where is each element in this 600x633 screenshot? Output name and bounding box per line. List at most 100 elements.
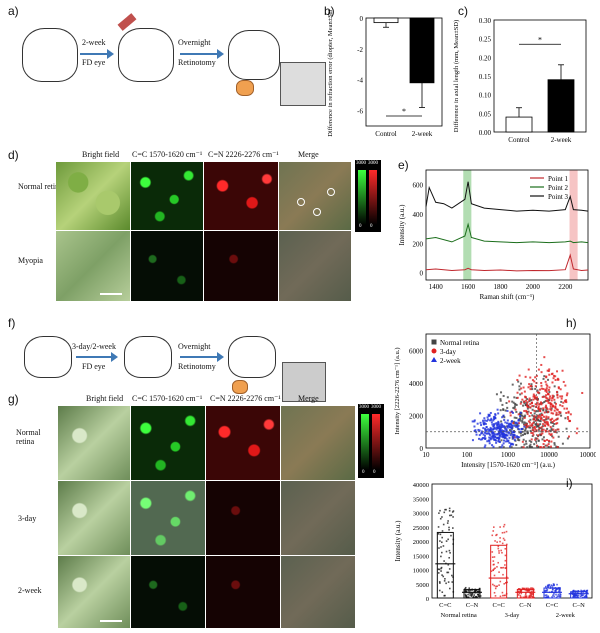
- data-point: [502, 573, 504, 576]
- scatter-point: [549, 429, 552, 432]
- data-point: [525, 589, 527, 592]
- bar: [505, 116, 533, 133]
- scatter-point: [530, 401, 533, 404]
- scatter-point: [542, 419, 545, 422]
- scatter-point: [519, 419, 522, 422]
- y-tick-label: 35000: [413, 496, 429, 503]
- x-tick-label: Control: [508, 136, 529, 144]
- scatter-point: [528, 446, 531, 449]
- scatter-point: [488, 442, 491, 445]
- data-point: [524, 595, 527, 598]
- y-tick-label: 0: [420, 270, 424, 278]
- scatter-point: [500, 426, 503, 429]
- scatter-point: [533, 409, 536, 412]
- series-line-point-2: [425, 222, 589, 244]
- scatter-point: [505, 401, 508, 404]
- data-point: [499, 540, 501, 543]
- scatter-point: [514, 402, 517, 405]
- scatter-point: [537, 428, 540, 431]
- significance-marker: *: [402, 107, 406, 116]
- scatter-point: [534, 437, 537, 440]
- data-point: [448, 526, 450, 529]
- y-tick-label: 0.10: [479, 92, 492, 100]
- scatter-point: [567, 410, 570, 413]
- arrow-a1: [80, 49, 114, 59]
- scatter-point: [488, 436, 491, 439]
- g-tile-merge-normal: [281, 406, 355, 480]
- data-point: [581, 590, 584, 592]
- y-tick-label: 0: [426, 596, 429, 603]
- data-point: [550, 584, 553, 586]
- scatter-point: [537, 425, 540, 428]
- data-point: [464, 589, 466, 592]
- data-point: [584, 594, 587, 597]
- scatter-point: [529, 385, 532, 388]
- x-tick-label: 2-week: [412, 130, 433, 138]
- scatter-point: [555, 408, 558, 411]
- scatter-point: [497, 430, 500, 433]
- scatter-point: [575, 432, 578, 435]
- data-point: [558, 587, 561, 590]
- scatter-point: [534, 385, 537, 388]
- data-point: [577, 589, 579, 592]
- scatter-point: [492, 445, 495, 448]
- scatter-point: [563, 407, 566, 410]
- scatter-point: [513, 396, 516, 399]
- data-point: [571, 591, 574, 594]
- data-point: [505, 543, 508, 546]
- data-point: [495, 534, 497, 537]
- scatter-point: [514, 421, 517, 424]
- data-point: [438, 581, 441, 583]
- scatter-point: [502, 442, 505, 445]
- data-point: [522, 587, 524, 590]
- y-tick-label: 2000: [409, 412, 424, 420]
- scatter-point: [545, 415, 548, 418]
- scatter-point: [540, 412, 543, 415]
- data-point: [493, 584, 496, 587]
- scatter-point: [515, 416, 518, 419]
- data-point: [530, 594, 532, 596]
- data-point: [449, 552, 451, 554]
- g-row-normal: Normal retina: [16, 428, 41, 446]
- scatter-point: [538, 403, 541, 406]
- d-tile-merge-myopia: [279, 231, 351, 301]
- data-point: [520, 592, 523, 595]
- scatter-point: [528, 415, 531, 418]
- scatter-point: [533, 415, 536, 418]
- x-tick-label: 1800: [494, 283, 509, 291]
- scatter-point: [524, 404, 527, 407]
- data-point: [471, 593, 474, 595]
- scatter-point: [530, 383, 533, 386]
- scatter-point: [523, 390, 526, 393]
- data-point: [440, 551, 443, 554]
- y-tick-label: 0.25: [479, 36, 492, 44]
- data-point: [502, 525, 505, 528]
- scatter-point: [505, 434, 508, 437]
- scatter-point: [506, 440, 509, 443]
- data-point: [547, 595, 550, 598]
- data-point: [491, 551, 494, 553]
- scatter-point: [478, 434, 481, 437]
- data-point: [448, 568, 451, 570]
- scatter-point: [529, 376, 532, 379]
- scatter-point: [521, 414, 524, 417]
- scatter-point: [478, 437, 481, 440]
- scatter-point: [512, 406, 515, 409]
- scatter-point: [541, 432, 544, 435]
- scatter-point: [544, 399, 547, 402]
- scatter-point: [520, 446, 523, 449]
- data-point: [493, 591, 496, 594]
- x-tick-label: 1600: [461, 283, 476, 291]
- data-point: [445, 550, 448, 553]
- data-point: [496, 533, 498, 536]
- data-point: [478, 587, 481, 590]
- scatter-point: [509, 422, 512, 425]
- scatter-point: [495, 422, 498, 425]
- data-point: [552, 583, 555, 585]
- data-point: [530, 590, 533, 593]
- scatter-point: [515, 396, 518, 399]
- data-point: [557, 588, 560, 590]
- data-point: [479, 595, 482, 597]
- data-point: [464, 586, 467, 589]
- scatter-point: [492, 415, 495, 418]
